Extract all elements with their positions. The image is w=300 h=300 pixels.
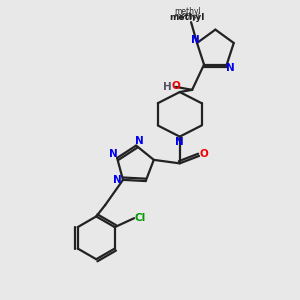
Text: Cl: Cl: [134, 213, 146, 223]
Text: N: N: [135, 136, 143, 146]
Text: O: O: [171, 81, 180, 91]
Text: methyl: methyl: [175, 7, 202, 16]
Text: N: N: [109, 149, 118, 159]
Text: N: N: [113, 175, 122, 185]
Text: methyl: methyl: [173, 12, 200, 21]
Text: H: H: [163, 82, 171, 92]
Text: N: N: [175, 137, 184, 147]
Text: N: N: [226, 62, 235, 73]
Text: O: O: [199, 149, 208, 160]
Text: methyl: methyl: [169, 13, 204, 22]
Text: N: N: [191, 35, 200, 45]
